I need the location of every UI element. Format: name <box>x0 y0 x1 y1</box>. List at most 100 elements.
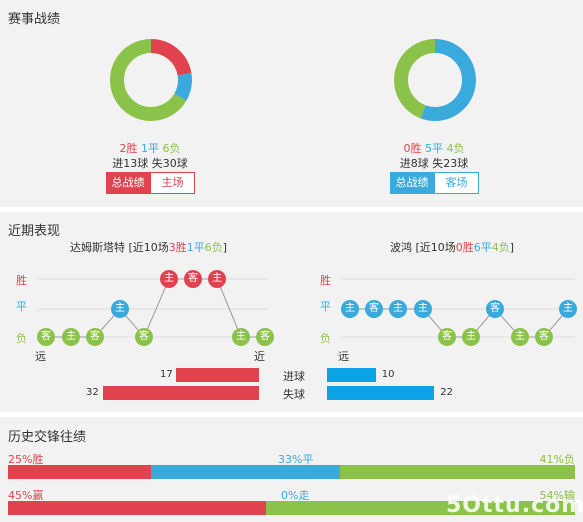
left-goals-for: 进13球 <box>112 157 149 170</box>
h2h-handicap-win-pct: 45%赢 <box>8 489 44 502</box>
form-left-match-node[interactable]: 主 <box>111 300 129 318</box>
row-label-loss-right: 负 <box>320 332 331 345</box>
form-left-match-node[interactable]: 客 <box>135 328 153 346</box>
tab-away-record-right[interactable]: 客场 <box>434 172 479 194</box>
h2h-result-draw-segment <box>151 465 341 479</box>
h2h-loss-pct: 41%负 <box>539 453 575 466</box>
left-record-losses: 6负 <box>204 241 223 254</box>
donut-chart-left <box>110 39 192 121</box>
h2h-handicap-win-segment <box>8 501 266 515</box>
left-draw-count: 1平 <box>141 142 159 155</box>
goals-label: 进球 <box>283 370 305 383</box>
form-left-match-node[interactable]: 客 <box>37 328 55 346</box>
form-right-match-node[interactable]: 主 <box>414 300 432 318</box>
right-record-wins: 0胜 <box>455 241 474 254</box>
donut-left-slice-2 <box>110 39 192 121</box>
right-goals-value: 10 <box>381 369 395 380</box>
right-record-suffix: ] <box>509 241 515 254</box>
left-win-count: 2胜 <box>119 142 138 155</box>
section-divider <box>0 412 583 417</box>
left-goals-bar <box>176 368 259 382</box>
near-label-left: 近 <box>254 350 265 363</box>
section-title: 近期表现 <box>8 224 61 239</box>
form-left-match-node[interactable]: 客 <box>86 328 104 346</box>
right-team-name: 波鸿 <box>390 241 412 254</box>
form-right-match-node[interactable]: 主 <box>559 300 577 318</box>
h2h-handicap-loss-pct: 54%输 <box>539 489 575 502</box>
left-record-suffix: ] <box>222 241 228 254</box>
form-left-match-node[interactable]: 主 <box>208 270 226 288</box>
left-record-tabs: 总战绩 主场 <box>106 172 195 194</box>
left-wdl-summary: 2胜 1平 6负 <box>100 140 200 156</box>
row-label-draw-right: 平 <box>320 300 331 313</box>
h2h-handicap-loss-segment <box>265 501 575 515</box>
left-goals-value: 17 <box>160 369 173 380</box>
right-record-prefix: [近10场 <box>415 241 456 254</box>
left-conceded-bar <box>103 386 259 400</box>
form-left-match-node[interactable]: 客 <box>184 270 202 288</box>
right-goals-summary: 进8球 失23球 <box>384 155 484 171</box>
form-left-match-node[interactable]: 主 <box>232 328 250 346</box>
form-right-match-node[interactable]: 主 <box>341 300 359 318</box>
right-wdl-summary: 0胜 5平 4负 <box>384 140 484 156</box>
form-right-match-node[interactable]: 客 <box>438 328 456 346</box>
left-team-name: 达姆斯塔特 <box>70 241 125 254</box>
far-label-left: 远 <box>35 350 46 363</box>
left-goals-against: 失30球 <box>151 157 188 170</box>
h2h-result-win-segment <box>8 465 152 479</box>
h2h-draw-pct: 33%平 <box>278 453 314 466</box>
tab-total-record-right[interactable]: 总战绩 <box>390 172 434 194</box>
form-right-match-node[interactable]: 客 <box>365 300 383 318</box>
form-left-match-node[interactable]: 主 <box>62 328 80 346</box>
form-left-match-node[interactable]: 主 <box>160 270 178 288</box>
h2h-win-pct: 25%胜 <box>8 453 44 466</box>
left-record-draws: 1平 <box>186 241 205 254</box>
donut-left-slice-1 <box>110 39 192 121</box>
section-divider <box>0 207 583 212</box>
left-conceded-value: 32 <box>86 387 99 398</box>
far-label-right: 远 <box>338 350 349 363</box>
left-loss-count: 6负 <box>162 142 181 155</box>
form-right-match-node[interactable]: 主 <box>462 328 480 346</box>
row-label-win-right: 胜 <box>320 274 331 287</box>
right-goals-against: 失23球 <box>432 157 469 170</box>
right-team-record: 波鸿 [近10场0胜6平4负] <box>390 239 514 255</box>
form-right-trend-line <box>350 308 569 338</box>
form-right-match-node[interactable]: 主 <box>511 328 529 346</box>
left-record-prefix: [近10场 <box>128 241 169 254</box>
head-to-head-section: 历史交锋往绩 25%胜 33%平 41%负 45%赢 0%走 54%输 5Ott… <box>0 417 583 522</box>
right-goals-for: 进8球 <box>399 157 429 170</box>
right-conceded-bar <box>327 386 435 400</box>
right-record-tabs: 总战绩 客场 <box>390 172 479 194</box>
right-goals-bar <box>327 368 376 382</box>
h2h-result-loss-segment <box>340 465 575 479</box>
right-record-losses: 4负 <box>491 241 510 254</box>
h2h-handicap-push-pct: 0%走 <box>281 489 310 502</box>
recent-form-section: 近期表现 达姆斯塔特 [近10场3胜1平6负] 波鸿 [近10场0胜6平4负] … <box>0 212 583 412</box>
row-label-draw-left: 平 <box>16 300 27 313</box>
right-conceded-value: 22 <box>440 387 453 398</box>
left-team-record: 达姆斯塔特 [近10场3胜1平6负] <box>70 239 227 255</box>
section-title: 赛事战绩 <box>8 12 61 27</box>
row-label-loss-left: 负 <box>16 332 27 345</box>
right-record-draws: 6平 <box>473 241 492 254</box>
row-label-win-left: 胜 <box>16 274 27 287</box>
right-win-count: 0胜 <box>403 142 422 155</box>
form-right-match-node[interactable]: 主 <box>389 300 407 318</box>
left-goals-summary: 进13球 失30球 <box>100 155 200 171</box>
conceded-label: 失球 <box>283 388 305 401</box>
section-title: 历史交锋往绩 <box>8 430 87 445</box>
form-left-trend-line <box>46 278 265 338</box>
watermark: 5Ottu.com <box>446 493 583 518</box>
tab-total-record-left[interactable]: 总战绩 <box>106 172 150 194</box>
right-draw-count: 5平 <box>425 142 443 155</box>
season-record-section: 赛事战绩 2胜 1平 6负 进13球 失30球 总战绩 主场 0胜 5平 4负 … <box>0 0 583 207</box>
left-record-wins: 3胜 <box>168 241 187 254</box>
right-loss-count: 4负 <box>446 142 465 155</box>
tab-home-record-left[interactable]: 主场 <box>150 172 195 194</box>
donut-chart-right <box>394 39 476 121</box>
form-right-match-node[interactable]: 客 <box>486 300 504 318</box>
form-right-match-node[interactable]: 客 <box>535 328 553 346</box>
form-left-match-node[interactable]: 客 <box>256 328 274 346</box>
donut-right-slice-2 <box>394 39 476 121</box>
